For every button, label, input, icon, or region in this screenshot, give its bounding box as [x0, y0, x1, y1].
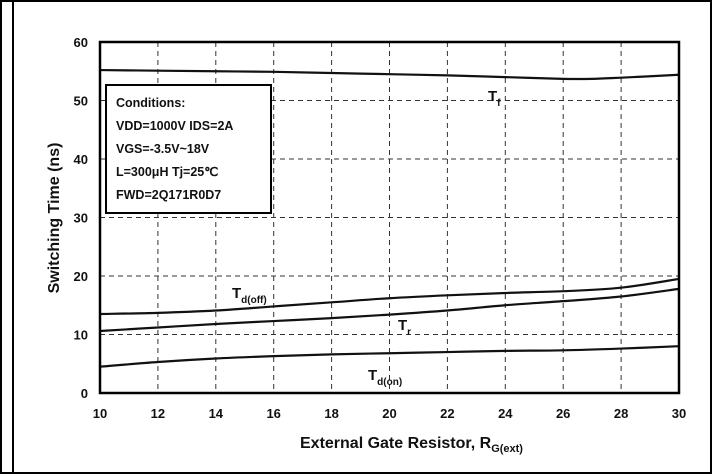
label-tr-sub: r: [407, 327, 411, 338]
label-tf-sub: f: [497, 98, 501, 109]
x-tick-label: 28: [614, 406, 628, 421]
label-tf-main: T: [488, 88, 497, 105]
x-tick-labels: 10 12 14 16 18 20 22 24 26 28 30: [93, 406, 686, 421]
x-tick-label: 12: [151, 406, 165, 421]
y-axis-title: Switching Time (ns): [46, 143, 63, 294]
x-tick-label: 10: [93, 406, 107, 421]
x-axis-title-main: External Gate Resistor, R: [300, 435, 492, 452]
y-tick-label: 10: [74, 328, 88, 343]
series-line-tf: [99, 68, 680, 81]
plot-area-border: [98, 40, 681, 395]
label-tr-main: T: [398, 317, 407, 334]
label-tr: Tr: [398, 317, 411, 338]
y-tick-label: 60: [74, 35, 88, 50]
y-tick-label: 20: [74, 269, 88, 284]
series-lines: [99, 68, 680, 368]
conditions-line-2: VDD=1000V IDS=2A: [116, 119, 233, 133]
x-tick-label: 22: [440, 406, 454, 421]
x-axis-title-subscript: G(ext): [491, 443, 523, 455]
series-line-tdon: [99, 345, 680, 368]
conditions-line-3: VGS=-3.5V~18V: [116, 142, 210, 156]
y-tick-labels: 0 10 20 30 40 50 60: [74, 35, 88, 401]
series-line-tr: [99, 287, 680, 333]
conditions-line-1: Conditions:: [116, 96, 185, 110]
y-tick-label: 30: [74, 211, 88, 226]
y-tick-label: 50: [74, 94, 88, 109]
x-tick-label: 14: [209, 406, 224, 421]
x-tick-label: 16: [266, 406, 280, 421]
label-tdoff: Td(off): [232, 285, 267, 306]
conditions-box: Conditions: VDD=1000V IDS=2A VGS=-3.5V~1…: [105, 84, 272, 214]
label-tf: Tf: [488, 88, 501, 109]
series-line-tdoff: [99, 277, 680, 316]
label-tdon-sub: d(on): [377, 377, 402, 388]
y-tick-label: 40: [74, 152, 88, 167]
label-tdon: Td(on): [368, 367, 402, 388]
x-tick-label: 30: [672, 406, 686, 421]
conditions-box-border: [105, 84, 272, 214]
conditions-line-5: FWD=2Q171R0D7: [116, 188, 221, 202]
label-tdoff-sub: d(off): [241, 295, 267, 306]
label-tdon-main: T: [368, 367, 377, 384]
conditions-line-4: L=300μH Tj=25℃: [116, 165, 218, 179]
x-tick-label: 24: [498, 406, 513, 421]
x-tick-label: 26: [556, 406, 570, 421]
y-tick-label: 0: [81, 386, 88, 401]
x-tick-label: 20: [382, 406, 396, 421]
label-tdoff-main: T: [232, 285, 241, 302]
x-axis-title: External Gate Resistor, RG(ext): [300, 435, 523, 455]
x-tick-label: 18: [324, 406, 338, 421]
